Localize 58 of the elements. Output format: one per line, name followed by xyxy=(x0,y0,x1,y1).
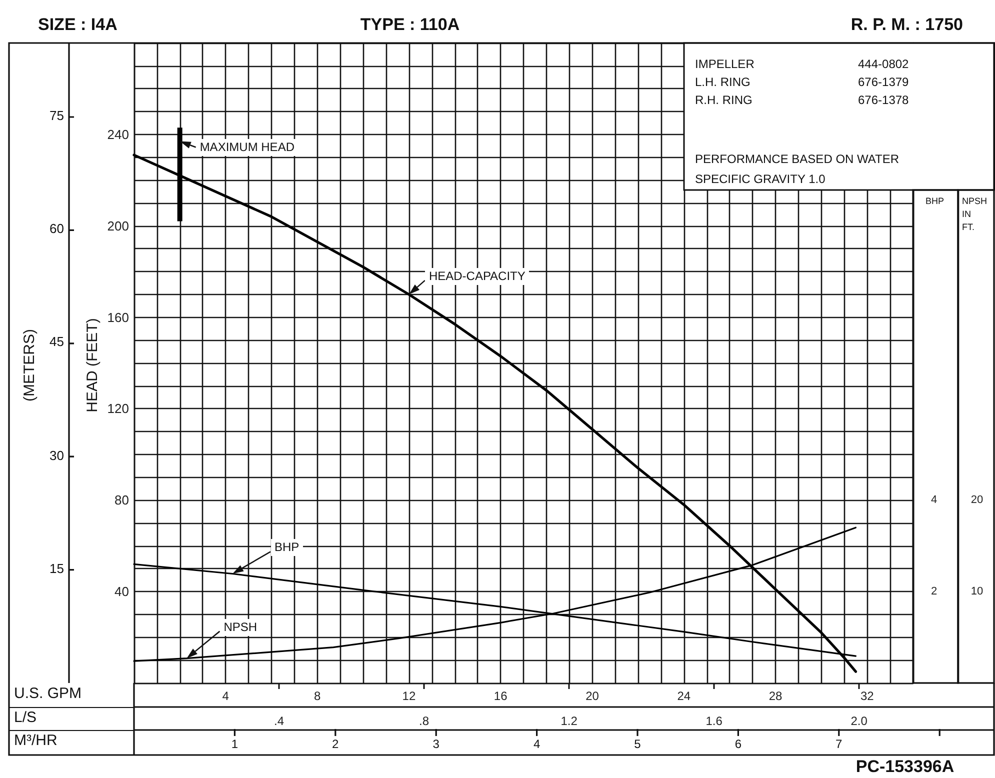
text: 45 xyxy=(50,334,64,350)
text: 15 xyxy=(50,560,64,576)
y-axis-title: HEAD (FEET) xyxy=(84,318,102,412)
y3-tick-label: 10 xyxy=(970,586,984,598)
annotation: 676-1379 xyxy=(858,75,909,90)
y-tick-label: 240 xyxy=(107,126,129,142)
chart-title: TYPE : 110A xyxy=(360,15,460,35)
text: 3 xyxy=(432,737,440,752)
y-tick-label: 120 xyxy=(107,401,129,416)
x2-axis-title: L/S xyxy=(9,707,134,726)
text: PC-153396A xyxy=(856,757,954,777)
text: M³/HR xyxy=(9,730,134,750)
x2-tick-label: 2.0 xyxy=(850,714,868,728)
x-tick-label: 16 xyxy=(494,689,508,703)
annotation: 676-1378 xyxy=(858,93,909,108)
x-tick-label: 8 xyxy=(314,689,321,703)
annotation: L.H. RING xyxy=(695,75,750,90)
text: 1 xyxy=(231,737,238,752)
y-tick-label: 160 xyxy=(107,310,129,325)
text: 4 xyxy=(533,737,540,752)
text: 7 xyxy=(836,737,842,752)
annotation: 444-0802 xyxy=(858,57,909,72)
text: 75 xyxy=(50,108,64,124)
y-tick-label: 200 xyxy=(107,218,129,234)
text: (METERS) xyxy=(20,328,38,401)
x-axis-title: U.S. GPM xyxy=(14,685,82,702)
text: R. P. M. : 1750 xyxy=(850,15,963,35)
annotation: R.H. RING xyxy=(695,93,752,108)
y2-tick-label: 4 xyxy=(930,494,938,506)
x2-tick-label: .4 xyxy=(274,714,284,728)
x-tick-label: 20 xyxy=(586,689,600,703)
annotation: IMPELLER xyxy=(695,57,754,72)
text: SIZE : I4A xyxy=(38,15,118,35)
x-tick-label: 28 xyxy=(768,689,783,703)
annotation: PERFORMANCE BASED ON WATER xyxy=(695,152,900,166)
x2-tick-label: .8 xyxy=(419,714,430,728)
text: 5 xyxy=(634,737,641,752)
annotation: MAXIMUM HEAD xyxy=(196,138,298,156)
series-label: NPSH xyxy=(220,618,262,636)
text: 6 xyxy=(734,737,742,752)
y-tick-label: 40 xyxy=(114,584,129,600)
text: 2 xyxy=(332,737,339,752)
x-tick-label: 12 xyxy=(402,689,416,703)
text: 30 xyxy=(50,448,64,464)
x-tick-label: 32 xyxy=(860,689,874,703)
text: BHP xyxy=(270,539,304,556)
y2-axis-title: BHP xyxy=(926,196,944,207)
y2-tick-label: 2 xyxy=(930,586,938,598)
y3-axis-title: NPSH IN FT. xyxy=(962,195,988,234)
x2-tick-label: 1.6 xyxy=(706,714,723,728)
y3-tick-label: 20 xyxy=(970,494,984,506)
series-label: HEAD-CAPACITY xyxy=(424,268,530,286)
text: 60 xyxy=(50,221,64,237)
x-tick-label: 4 xyxy=(222,689,230,703)
annotation: SPECIFIC GRAVITY 1.0 xyxy=(695,172,826,186)
x2-tick-label: 1.2 xyxy=(560,714,578,728)
y-tick-label: 80 xyxy=(114,492,129,508)
x-tick-label: 24 xyxy=(677,689,691,703)
